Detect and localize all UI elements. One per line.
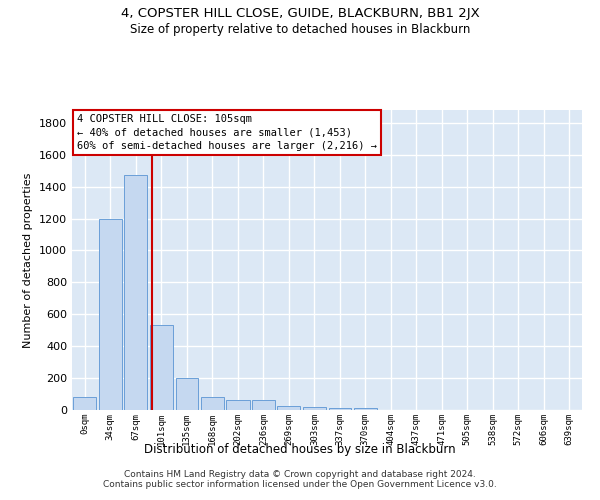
Text: Contains HM Land Registry data © Crown copyright and database right 2024.: Contains HM Land Registry data © Crown c… xyxy=(124,470,476,479)
Bar xyxy=(200,397,224,410)
Y-axis label: Number of detached properties: Number of detached properties xyxy=(23,172,34,348)
Bar xyxy=(252,400,275,410)
Text: 4 COPSTER HILL CLOSE: 105sqm
← 40% of detached houses are smaller (1,453)
60% of: 4 COPSTER HILL CLOSE: 105sqm ← 40% of de… xyxy=(77,114,377,151)
Bar xyxy=(73,397,97,410)
Bar xyxy=(329,408,351,410)
Bar xyxy=(303,407,326,410)
Bar xyxy=(277,406,301,410)
Bar xyxy=(124,176,147,410)
Text: Distribution of detached houses by size in Blackburn: Distribution of detached houses by size … xyxy=(144,442,456,456)
Bar xyxy=(99,218,122,410)
Bar xyxy=(353,408,377,410)
Text: Size of property relative to detached houses in Blackburn: Size of property relative to detached ho… xyxy=(130,22,470,36)
Text: 4, COPSTER HILL CLOSE, GUIDE, BLACKBURN, BB1 2JX: 4, COPSTER HILL CLOSE, GUIDE, BLACKBURN,… xyxy=(121,8,479,20)
Text: Contains public sector information licensed under the Open Government Licence v3: Contains public sector information licen… xyxy=(103,480,497,489)
Bar xyxy=(226,400,250,410)
Bar xyxy=(176,378,198,410)
Bar xyxy=(150,326,173,410)
